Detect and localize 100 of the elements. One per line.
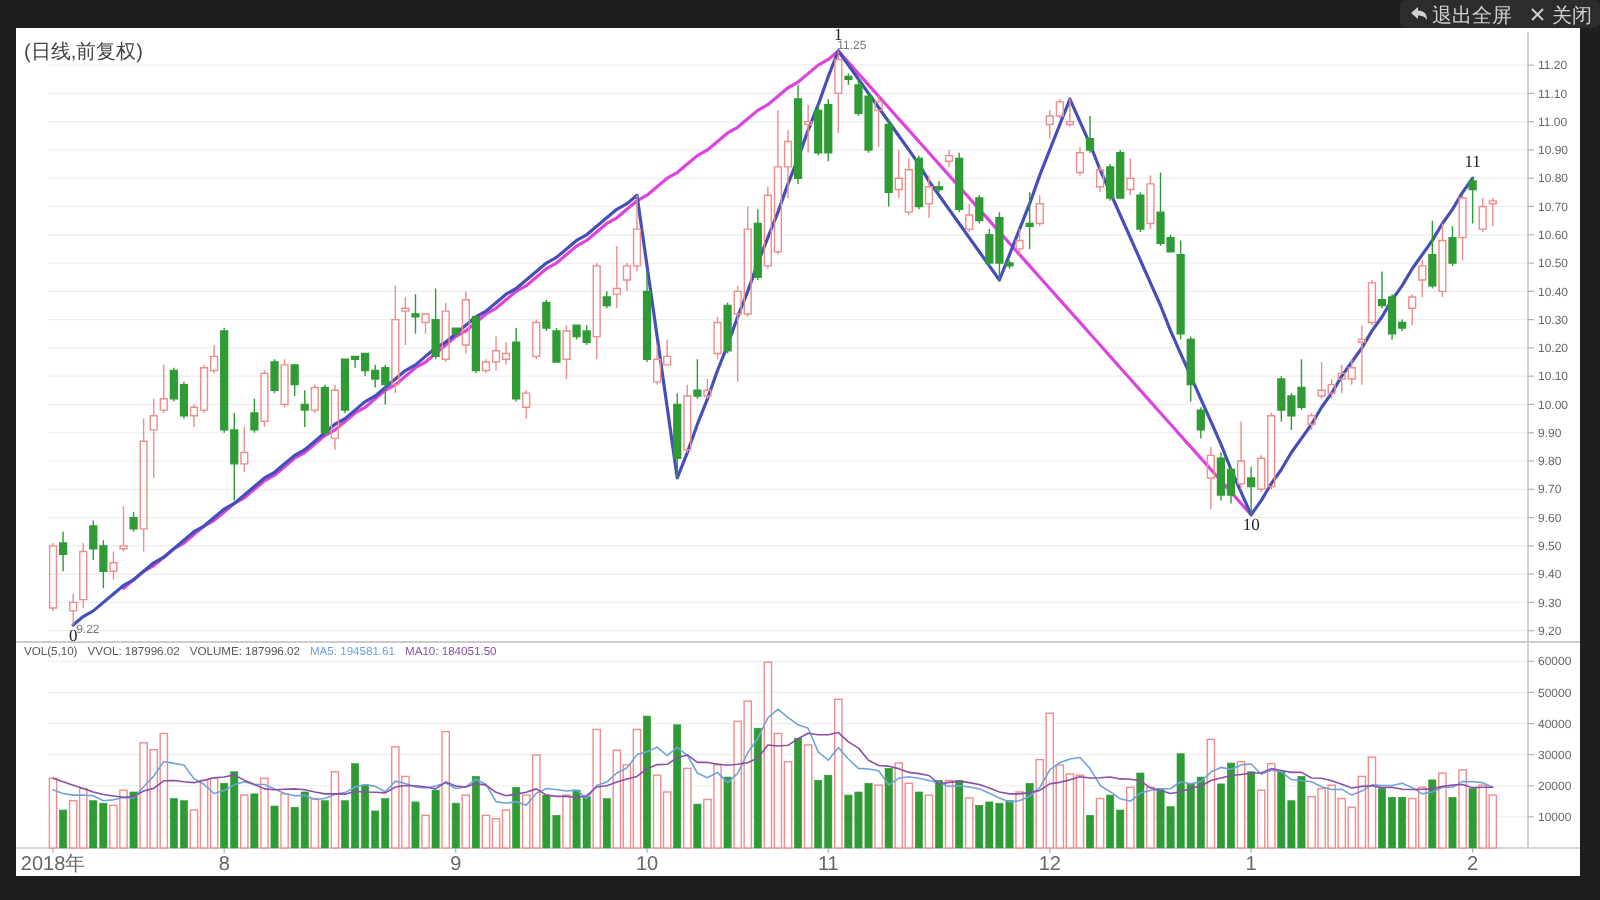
bar — [512, 787, 521, 849]
bar — [753, 727, 762, 849]
candlestick — [955, 152, 964, 213]
candlestick — [914, 154, 923, 211]
candlestick — [1065, 98, 1075, 129]
candlestick — [874, 95, 883, 148]
candlestick — [592, 262, 601, 360]
candlestick — [240, 426, 249, 474]
candlestick — [79, 542, 88, 609]
text: 关闭 — [1552, 4, 1592, 28]
bar — [643, 715, 651, 849]
bar — [562, 794, 571, 849]
chart-title: (日线,前复权) — [24, 40, 143, 64]
bar — [693, 803, 702, 849]
candlestick — [159, 364, 168, 414]
bar — [270, 805, 279, 849]
candlestick — [522, 389, 531, 420]
x-tick-label: 2018年 — [20, 852, 86, 876]
bar — [592, 728, 602, 849]
bar — [451, 802, 460, 849]
candlestick — [1035, 194, 1044, 227]
candlestick — [270, 358, 279, 394]
bar — [48, 777, 58, 849]
bar — [1015, 791, 1024, 849]
candlestick — [330, 383, 340, 451]
candlestick — [1206, 446, 1215, 510]
candlestick — [703, 378, 712, 400]
candlestick — [1428, 219, 1437, 290]
candlestick — [1236, 420, 1246, 490]
candlestick — [844, 72, 853, 86]
candlestick — [290, 364, 299, 397]
line-series — [52, 731, 1494, 799]
bar — [260, 777, 269, 849]
bar — [935, 780, 943, 849]
bar — [129, 791, 138, 849]
candlestick — [391, 284, 400, 394]
bar — [955, 780, 964, 849]
candlestick — [1095, 166, 1105, 194]
candlestick — [1186, 335, 1195, 403]
candlestick — [471, 316, 480, 375]
candlestick — [1025, 191, 1034, 250]
candlestick — [562, 324, 571, 380]
bar — [723, 776, 732, 849]
bar — [411, 801, 420, 849]
bar — [874, 784, 883, 849]
candlestick — [834, 50, 843, 134]
candlestick — [401, 296, 410, 346]
bar — [1136, 772, 1145, 849]
annotation: 10 — [1242, 514, 1260, 535]
candlestick — [542, 299, 551, 332]
candlestick — [48, 542, 58, 612]
candlestick — [1247, 465, 1256, 516]
candlestick — [1136, 191, 1145, 233]
bar — [431, 789, 440, 849]
candlestick — [300, 389, 309, 428]
candlestick — [280, 358, 289, 408]
bar — [441, 730, 450, 849]
candlestick — [421, 313, 430, 335]
candlestick — [552, 327, 561, 363]
candlestick — [1307, 412, 1316, 431]
bar — [1125, 786, 1135, 849]
candlestick — [1458, 194, 1467, 261]
candlestick — [804, 104, 813, 154]
candlestick — [411, 293, 420, 335]
bar — [884, 768, 893, 849]
bar — [1146, 786, 1155, 849]
bar — [1458, 769, 1467, 849]
bar — [1448, 796, 1457, 849]
bar — [330, 771, 340, 849]
x-tick-label: 11 — [817, 854, 840, 876]
bar — [240, 794, 249, 849]
candlestick — [431, 287, 440, 360]
bar — [1428, 779, 1437, 849]
candlestick — [713, 316, 722, 360]
bar — [673, 724, 682, 849]
bar — [1247, 771, 1256, 849]
bar — [602, 798, 611, 849]
x-tick-label: 1 — [1245, 854, 1258, 876]
candlestick — [441, 301, 450, 363]
bar — [1236, 761, 1246, 849]
candlestick — [793, 84, 803, 185]
candlestick — [532, 318, 541, 360]
annotation: 11 — [1464, 151, 1481, 172]
bar — [803, 744, 813, 849]
bar — [834, 698, 843, 849]
candlestick — [119, 505, 128, 553]
x-tick-label: 2 — [1467, 854, 1480, 876]
bar — [794, 737, 802, 849]
candlestick — [1357, 324, 1366, 386]
candlestick — [723, 301, 732, 355]
bar — [280, 793, 289, 849]
x-tick-label: 10 — [635, 854, 660, 876]
bar — [1438, 772, 1447, 849]
candlestick — [310, 383, 319, 414]
candlestick — [1367, 279, 1377, 326]
bar — [914, 791, 923, 849]
bar — [461, 794, 471, 849]
candlestick — [1478, 197, 1487, 233]
candlestick — [1408, 293, 1417, 326]
candlestick — [683, 383, 692, 454]
